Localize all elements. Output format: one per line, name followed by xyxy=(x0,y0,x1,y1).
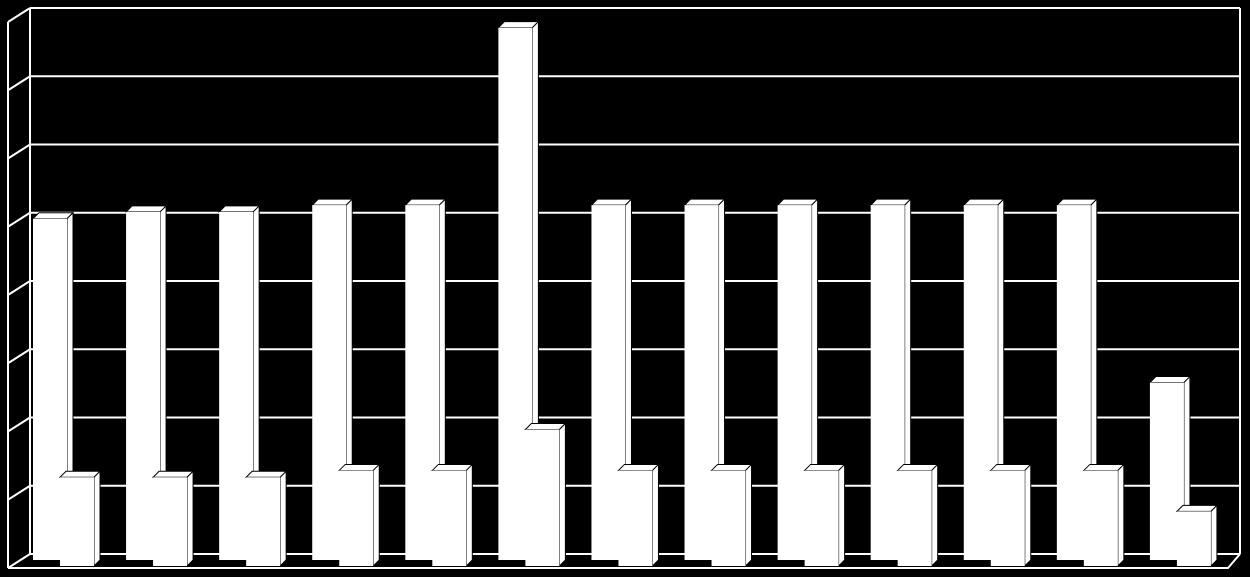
bar xyxy=(151,470,195,568)
bar-side xyxy=(838,463,846,568)
bar-front xyxy=(1176,511,1211,566)
bar xyxy=(710,463,753,568)
bar-front xyxy=(60,477,94,566)
bar-front xyxy=(246,477,281,566)
bar-side xyxy=(186,470,194,568)
bar-front xyxy=(618,470,653,566)
grid-line xyxy=(7,211,31,228)
bar-front xyxy=(711,470,746,566)
bar xyxy=(989,463,1032,568)
bar-top xyxy=(1175,504,1219,512)
bar-side xyxy=(745,463,753,568)
bar xyxy=(338,463,381,568)
grid-line xyxy=(7,484,31,501)
bar-top xyxy=(404,198,447,206)
bar xyxy=(896,463,939,568)
bar-front xyxy=(339,470,374,566)
bar xyxy=(244,470,288,568)
grid-line xyxy=(7,553,31,569)
bar-side xyxy=(465,463,473,568)
bar-top xyxy=(151,470,195,478)
bar-top xyxy=(869,198,912,206)
bar-side xyxy=(1117,463,1125,568)
bar xyxy=(431,463,474,568)
bar-top xyxy=(989,463,1032,471)
floor xyxy=(8,553,1241,569)
bar-side xyxy=(931,463,939,568)
bar-top xyxy=(124,205,168,213)
bar-side xyxy=(1210,504,1218,568)
bar-side xyxy=(1024,463,1032,568)
bar-top xyxy=(244,470,288,478)
grid-line xyxy=(7,280,31,296)
bar-front xyxy=(153,477,188,566)
bar-side xyxy=(93,470,101,568)
grid-line xyxy=(7,7,31,23)
bar-top xyxy=(776,198,819,206)
bar-top xyxy=(1148,376,1192,384)
bar-front xyxy=(432,470,467,566)
bar-top xyxy=(1055,198,1099,206)
bar-front xyxy=(804,470,839,566)
bar-side xyxy=(372,463,380,568)
bar-side xyxy=(651,463,659,568)
bar-front xyxy=(1083,470,1118,566)
bar xyxy=(1175,504,1219,568)
bar-top xyxy=(590,198,633,206)
bar-top xyxy=(58,470,102,478)
bar-top xyxy=(710,463,753,471)
bar-front xyxy=(990,470,1025,566)
bar xyxy=(617,463,660,568)
grid-line xyxy=(7,416,31,433)
bar-top xyxy=(338,463,381,471)
bar-side xyxy=(558,422,566,568)
grid-line xyxy=(7,143,31,160)
bar xyxy=(1082,463,1126,568)
bar-front xyxy=(525,429,560,566)
bar-top xyxy=(617,463,660,471)
bar xyxy=(311,197,354,562)
bar xyxy=(524,422,567,568)
bar-top xyxy=(896,463,939,471)
bar-top xyxy=(803,463,846,471)
bar-front xyxy=(897,470,932,566)
bar-top xyxy=(311,198,354,206)
bar-top xyxy=(962,198,1005,206)
bar-top xyxy=(217,205,261,213)
bar-top xyxy=(1082,463,1126,471)
bar xyxy=(58,470,102,568)
bar-top xyxy=(524,423,567,430)
bar-top xyxy=(31,212,75,220)
bar-top xyxy=(683,198,726,206)
grid-line xyxy=(7,348,31,365)
grid-line xyxy=(7,75,31,92)
bar-top xyxy=(497,21,540,29)
bar-side xyxy=(279,470,287,568)
bar-top xyxy=(431,463,474,471)
bar xyxy=(803,463,846,568)
